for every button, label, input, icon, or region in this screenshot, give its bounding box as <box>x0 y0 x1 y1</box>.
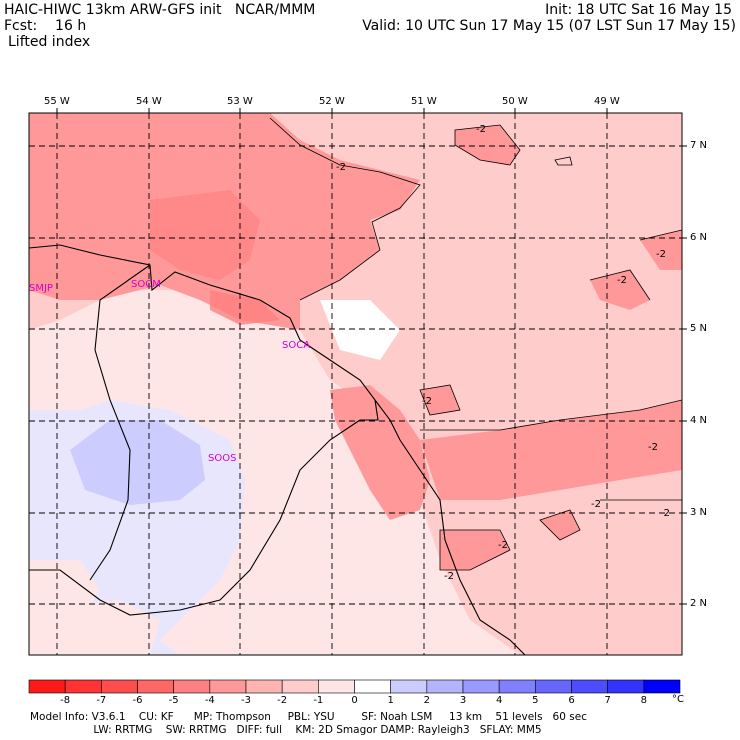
colorbar-swatch <box>426 679 464 694</box>
boundaries <box>29 244 526 655</box>
lat-label-5n: 5 N <box>690 323 708 334</box>
colorbar-swatch <box>64 679 102 694</box>
colorbar-swatch <box>354 679 391 694</box>
field-name: Lifted index <box>8 34 91 50</box>
colorbar-swatch <box>535 679 572 694</box>
filled-contours <box>29 113 682 655</box>
colorbar-swatch <box>173 679 211 694</box>
station-smjp: SMJP <box>29 283 53 294</box>
init-time: Init: 18 UTC Sat 16 May 15 <box>545 2 732 18</box>
lat-label-4n: 4 N <box>690 415 708 426</box>
valid-time: Valid: 10 UTC Sun 17 May 15 (07 LST Sun … <box>362 18 736 34</box>
colorbar-tick-label: 8 <box>640 695 648 706</box>
colorbar-swatch <box>607 679 645 694</box>
colorbar-swatch <box>390 679 428 694</box>
colorbar-swatch <box>462 679 500 694</box>
lat-label-7n: 7 N <box>690 140 708 151</box>
colorbar-swatch <box>28 679 66 694</box>
colorbar-tick-label: -7 <box>96 695 107 706</box>
lon-label-50w: 50 W <box>502 96 528 107</box>
station-soca: SOCA <box>282 340 311 351</box>
colorbar-swatch <box>101 679 138 694</box>
contour-label: -2 <box>660 508 670 519</box>
colorbar-tick-label: -3 <box>241 695 251 706</box>
contour-label: -2 <box>617 275 627 286</box>
colorbar-tick-label: -5 <box>168 695 179 706</box>
colorbar-tick-label: 4 <box>495 695 503 706</box>
model-title: HAIC-HIWC 13km ARW-GFS init NCAR/MMM <box>4 2 316 18</box>
lat-label-2n: 2 N <box>690 598 708 609</box>
lat-lon-grid <box>29 113 682 655</box>
lon-label-49w: 49 W <box>594 96 620 107</box>
contour-label: -2 <box>444 571 454 582</box>
lon-label-52w: 52 W <box>319 96 345 107</box>
colorbar-tick-label: -6 <box>132 695 143 706</box>
colorbar-swatch <box>137 679 174 694</box>
colorbar <box>28 679 681 694</box>
contour-label: -2 <box>648 442 658 453</box>
colorbar-tick-label: -1 <box>313 695 324 706</box>
forecast-hour: Fcst: 16 h <box>4 18 87 34</box>
colorbar-tick-label: 2 <box>423 695 431 706</box>
contour-label: -2 <box>422 396 432 407</box>
model-info-line2: LW: RRTMG SW: RRTMG DIFF: full KM: 2D Sm… <box>30 724 542 736</box>
colorbar-unit: °C <box>672 694 684 705</box>
contour-label: -2 <box>336 162 346 173</box>
lat-label-3n: 3 N <box>690 507 708 518</box>
colorbar-tick-label: -4 <box>204 695 215 706</box>
colorbar-swatch <box>209 679 247 694</box>
model-info-line1: Model Info: V3.6.1 CU: KF MP: Thompson P… <box>30 711 587 723</box>
colorbar-swatch <box>498 679 536 694</box>
colorbar-tick-label: 3 <box>459 695 467 706</box>
contour-label: -2 <box>476 124 486 135</box>
colorbar-tick-label: -8 <box>60 695 71 706</box>
colorbar-tick-label: 0 <box>351 695 358 706</box>
lon-label-54w: 54 W <box>136 96 162 107</box>
contour-label: -2 <box>498 540 508 551</box>
colorbar-tick-label: 5 <box>532 695 539 706</box>
lon-label-51w: 51 W <box>411 96 437 107</box>
colorbar-tick-label: 1 <box>387 695 394 706</box>
colorbar-swatch <box>281 679 319 694</box>
colorbar-tick-label: -2 <box>277 695 288 706</box>
colorbar-swatch <box>643 679 681 694</box>
station-socm: SOCM <box>131 279 161 290</box>
contour-lines <box>269 117 682 571</box>
axis-ticks <box>56 108 687 605</box>
lon-label-55w: 55 W <box>44 96 70 107</box>
plot-frame <box>28 112 683 656</box>
colorbar-swatch <box>571 679 608 694</box>
lat-label-6n: 6 N <box>690 232 708 243</box>
colorbar-tick-label: 7 <box>604 695 611 706</box>
station-soos: SOOS <box>208 453 237 464</box>
colorbar-swatch <box>318 679 355 694</box>
contour-label: -2 <box>656 249 666 260</box>
lon-label-53w: 53 W <box>227 96 253 107</box>
colorbar-tick-label: 6 <box>568 695 575 706</box>
colorbar-swatch <box>245 679 283 694</box>
contour-label: -2 <box>591 499 601 510</box>
